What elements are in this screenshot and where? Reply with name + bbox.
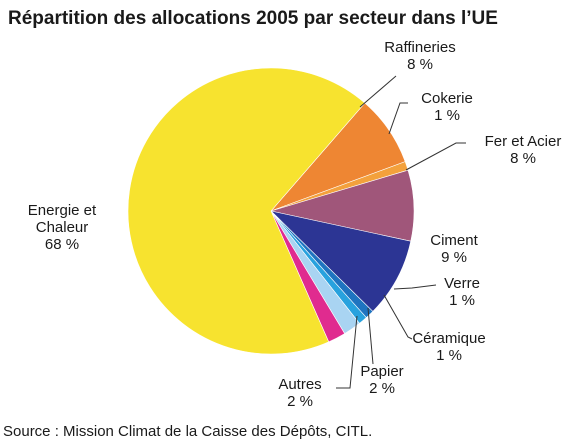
source-note: Source : Mission Climat de la Caisse des… [3, 423, 372, 440]
slice-value-text: 8 % [510, 150, 536, 167]
slice-name-text: Chaleur [36, 219, 89, 236]
slice-name-text: Ciment [430, 232, 478, 249]
chart-title: Répartition des allocations 2005 par sec… [8, 8, 498, 29]
leader-line-raffineries [359, 75, 397, 108]
leader-line-papier [367, 307, 374, 365]
slice-name-text: Verre [444, 275, 480, 292]
slice-value-text: 8 % [407, 56, 433, 73]
slice-value-text: 2 % [287, 393, 313, 410]
leader-line-céramique [383, 294, 413, 340]
leader-line-cokerie [388, 102, 408, 135]
leader-line-verre [393, 284, 437, 290]
slice-name-text: Energie et [28, 202, 97, 219]
leader-line-autres [336, 315, 358, 389]
slice-value-text: 1 % [436, 347, 462, 364]
slice-name-text: Raffineries [384, 39, 455, 56]
pie-slice-ciment [270, 210, 412, 312]
slice-name-text: Céramique [412, 330, 485, 347]
slice-value-text: 9 % [441, 249, 467, 266]
slice-name-text: Cokerie [421, 90, 473, 107]
leader-lines [336, 75, 466, 389]
slice-value-text: 1 % [434, 107, 460, 124]
pie-slices [127, 67, 415, 355]
leader-line-fer-et-acier [405, 142, 466, 171]
slice-name-text: Autres [278, 376, 321, 393]
slice-name-text: Fer et Acier [485, 133, 562, 150]
slice-value-text: 68 % [45, 236, 79, 253]
slice-value-text: 2 % [369, 380, 395, 397]
slice-name-text: Papier [360, 363, 403, 380]
pie-slice-energie-et-chaleur [127, 67, 366, 355]
slice-value-text: 1 % [449, 292, 475, 309]
